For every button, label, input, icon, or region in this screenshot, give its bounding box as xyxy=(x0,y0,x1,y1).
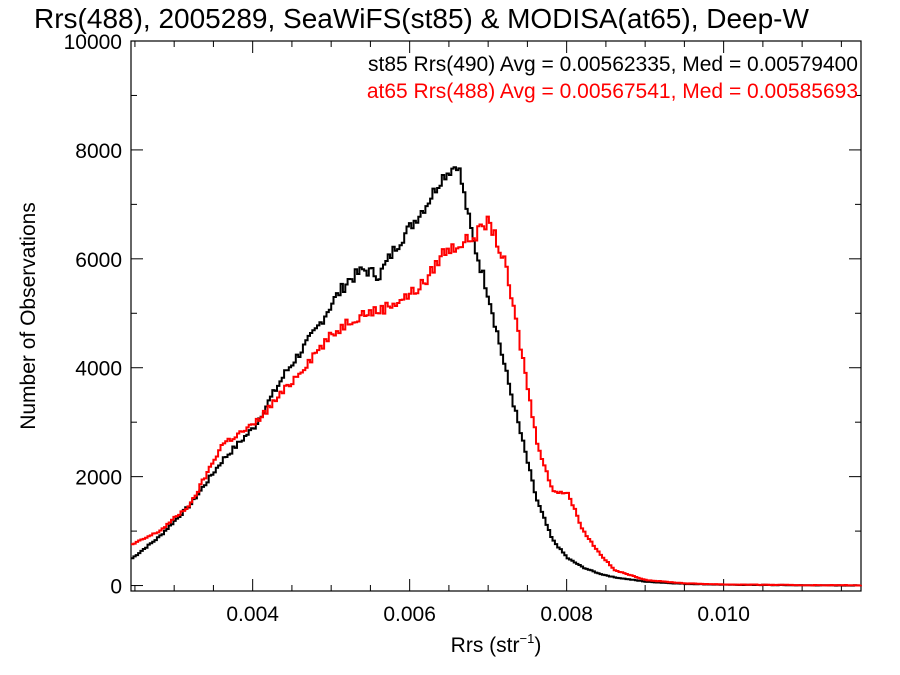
x-tick-label: 0.006 xyxy=(383,603,436,626)
y-axis-label: Number of Observations xyxy=(17,202,40,430)
x-axis-label-close: ) xyxy=(534,634,541,657)
chart-title: Rrs(488), 2005289, SeaWiFS(st85) & MODIS… xyxy=(34,3,810,34)
x-axis-label-sup: −1 xyxy=(520,631,535,646)
y-tick-label: 8000 xyxy=(75,140,122,163)
legend-entry-st85: st85 Rrs(490) Avg = 0.00562335, Med = 0.… xyxy=(368,53,858,76)
x-axis-label-main: Rrs (str xyxy=(451,634,520,657)
y-axis: 0 2000 4000 6000 8000 10000 xyxy=(64,31,861,599)
y-tick-label: 10000 xyxy=(64,31,122,54)
x-axis-label: Rrs (str−1) xyxy=(451,631,542,657)
series-line-1 xyxy=(131,215,862,587)
y-tick-label: 0 xyxy=(110,576,122,599)
x-tick-label: 0.004 xyxy=(226,603,279,626)
x-tick-label: 0.008 xyxy=(540,603,593,626)
y-tick-label: 4000 xyxy=(75,358,122,381)
x-axis: 0.004 0.006 0.008 0.010 xyxy=(134,41,842,626)
plot-frame xyxy=(130,40,862,592)
y-tick-label: 2000 xyxy=(75,467,122,490)
x-tick-label: 0.010 xyxy=(697,603,750,626)
legend-entry-at65: at65 Rrs(488) Avg = 0.00567541, Med = 0.… xyxy=(367,80,858,103)
series-group xyxy=(131,166,862,587)
y-tick-label: 6000 xyxy=(75,249,122,272)
